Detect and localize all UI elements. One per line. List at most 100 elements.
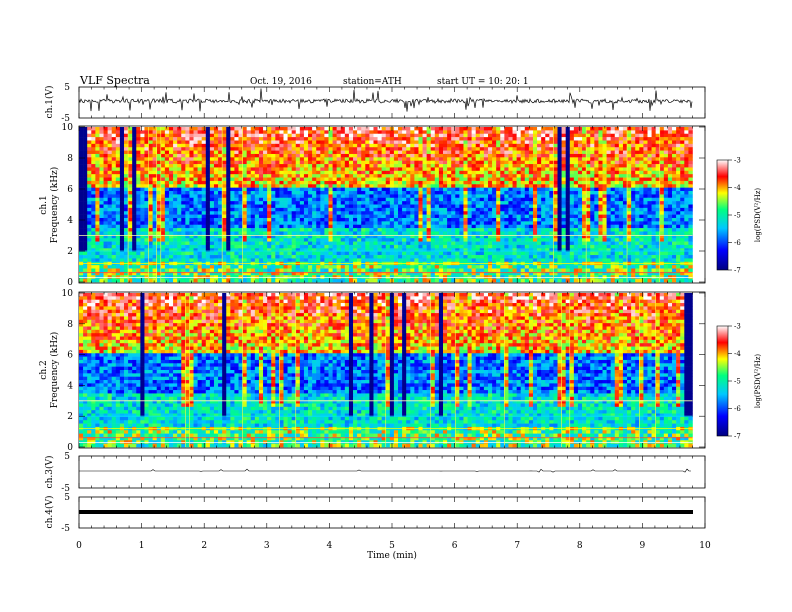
spectrogram-cell <box>123 231 129 236</box>
spectrogram-cell <box>508 224 513 229</box>
spectrogram-cell <box>308 157 313 161</box>
spectrogram-cell <box>487 167 493 172</box>
spectrogram-cell <box>463 187 468 192</box>
spectrogram-cell <box>524 130 530 135</box>
spectrogram-cell <box>610 180 616 185</box>
spectrogram-cell <box>328 184 333 188</box>
spectrogram-cell <box>164 147 170 151</box>
spectrogram-cell <box>622 217 628 222</box>
spectrogram-cell <box>79 150 84 155</box>
spectrogram-cell <box>438 153 444 158</box>
spectrogram-cell <box>610 150 616 155</box>
spectrogram-cell <box>487 201 493 205</box>
spectrogram-cell <box>258 167 264 172</box>
spectrogram-cell <box>606 130 611 135</box>
spectrogram-cell <box>598 214 603 219</box>
spectrogram-cell <box>209 147 215 151</box>
spectrogram-cell <box>189 234 194 239</box>
spectrogram-cell <box>99 137 104 141</box>
spectrogram-cell <box>357 153 362 158</box>
spectrogram-cell <box>242 153 247 158</box>
spectrogram-cell <box>369 204 374 209</box>
spectrogram-cell <box>177 197 182 202</box>
spectrogram-cell <box>438 217 444 222</box>
spectrogram-cell <box>426 130 432 135</box>
spectrogram-cell <box>532 127 538 131</box>
spectrogram-cell <box>422 140 427 145</box>
spectrogram-cell <box>479 153 485 158</box>
spectrogram-cell <box>614 147 620 151</box>
spectrogram-cell <box>426 127 432 131</box>
spectrogram-cell <box>267 217 272 222</box>
spectrogram-cell <box>667 214 673 219</box>
spectrogram-cell <box>528 234 534 239</box>
spectrogram-cell <box>91 221 96 226</box>
spectrogram-cell <box>512 194 517 199</box>
spectrogram-cell <box>173 204 178 209</box>
spectrogram-cell <box>504 150 509 155</box>
spectrogram-cell <box>455 140 460 145</box>
spectrogram-cell <box>459 167 464 172</box>
spectrogram-cell <box>393 167 399 172</box>
spectrogram-cell <box>336 191 342 195</box>
spectrogram-cell <box>348 177 354 182</box>
spectrogram-cell <box>144 201 149 205</box>
spectrogram-cell <box>250 231 256 236</box>
spectrogram-cell <box>238 221 243 226</box>
spectrogram-cell <box>164 160 170 165</box>
spectrogram-cell <box>136 157 141 161</box>
spectrogram-cell <box>438 167 444 172</box>
spectrogram-cell <box>688 207 693 212</box>
spectrogram-cell <box>222 170 227 175</box>
spectrogram-cell <box>369 147 374 151</box>
spectrogram-cell <box>111 143 117 148</box>
spectrogram-cell <box>308 150 313 155</box>
spectrogram-cell <box>594 197 599 202</box>
spectrogram-cell <box>545 201 550 205</box>
spectrogram-cell <box>226 143 231 148</box>
spectrogram-cell <box>365 140 370 145</box>
spectrogram-cell <box>136 133 141 138</box>
spectrogram-cell <box>651 234 656 239</box>
spectrogram-cell <box>99 127 104 131</box>
spectrogram-cell <box>492 137 497 141</box>
spectrogram-cell <box>467 174 472 178</box>
spectrogram-cell <box>577 174 583 178</box>
spectrogram-cell <box>295 133 301 138</box>
spectrogram-cell <box>267 214 272 219</box>
spectrogram-cell <box>385 224 391 229</box>
spectrogram-cell <box>659 191 665 195</box>
spectrogram-cell <box>250 201 256 205</box>
spectrogram-cell <box>111 194 117 199</box>
spectrogram-cell <box>385 228 391 232</box>
spectrogram-cell <box>173 164 178 168</box>
spectrogram-cell <box>688 127 693 131</box>
spectrogram-cell <box>234 160 239 165</box>
spectrogram-cell <box>234 147 239 151</box>
spectrogram-cell <box>107 207 113 212</box>
spectrogram-cell <box>336 217 342 222</box>
spectrogram-cell <box>614 197 620 202</box>
spectrogram-cell <box>663 147 669 151</box>
spectrogram-cell <box>487 137 493 141</box>
spectrogram-cell <box>353 201 358 205</box>
spectrogram-cell <box>655 130 661 135</box>
spectrogram-cell <box>287 147 292 151</box>
spectrogram-cell <box>373 160 378 165</box>
spectrogram-cell <box>614 160 620 165</box>
spectrogram-cell <box>561 140 566 145</box>
spectrogram-cell <box>226 231 231 236</box>
spectrogram-cell <box>357 228 362 232</box>
spectrogram-cell <box>136 184 141 188</box>
spectrogram-cell <box>487 204 493 209</box>
spectrogram-cell <box>459 133 464 138</box>
spectrogram-cell <box>426 197 432 202</box>
spectrogram-cell <box>680 140 685 145</box>
spectrogram-cell <box>565 153 571 158</box>
spectrogram-cell <box>234 204 239 209</box>
spectrogram-cell <box>594 234 599 239</box>
spectrogram-cell <box>181 160 186 165</box>
spectrogram-cell <box>91 170 96 175</box>
spectrogram-cell <box>447 194 452 199</box>
spectrogram-cell <box>684 127 689 131</box>
